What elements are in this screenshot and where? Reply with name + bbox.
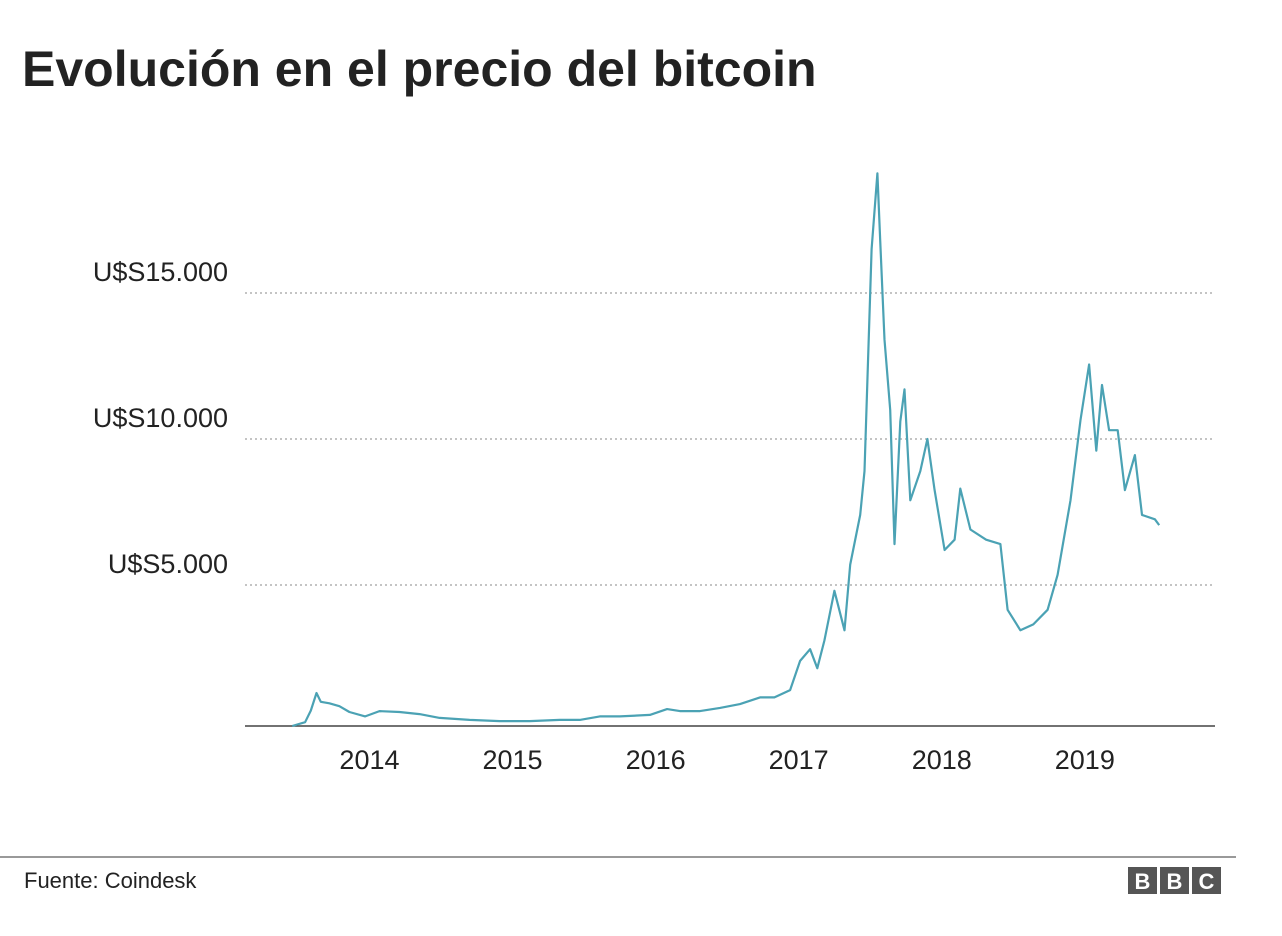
price-line — [291, 172, 1161, 728]
x-tick-label: 2014 — [339, 745, 399, 775]
x-tick-label: 2015 — [482, 745, 542, 775]
source: Fuente: Coindesk — [24, 868, 197, 893]
logo-box — [1160, 867, 1189, 894]
y-tick-label: U$S10.000 — [93, 403, 228, 433]
logo-letter: B — [1167, 869, 1183, 894]
logo-letter: B — [1135, 869, 1151, 894]
chart-title: Evolución en el precio del bitcoin — [22, 41, 817, 97]
x-tick-label: 2017 — [769, 745, 829, 775]
x-tick-label: 2019 — [1055, 745, 1115, 775]
y-tick-label: U$S15.000 — [93, 257, 228, 287]
logo-letter: C — [1199, 869, 1215, 894]
logo-box — [1192, 867, 1221, 894]
y-tick-label: U$S5.000 — [108, 549, 228, 579]
x-tick-label: 2016 — [626, 745, 686, 775]
logo-box — [1128, 867, 1157, 894]
x-tick-label: 2018 — [912, 745, 972, 775]
